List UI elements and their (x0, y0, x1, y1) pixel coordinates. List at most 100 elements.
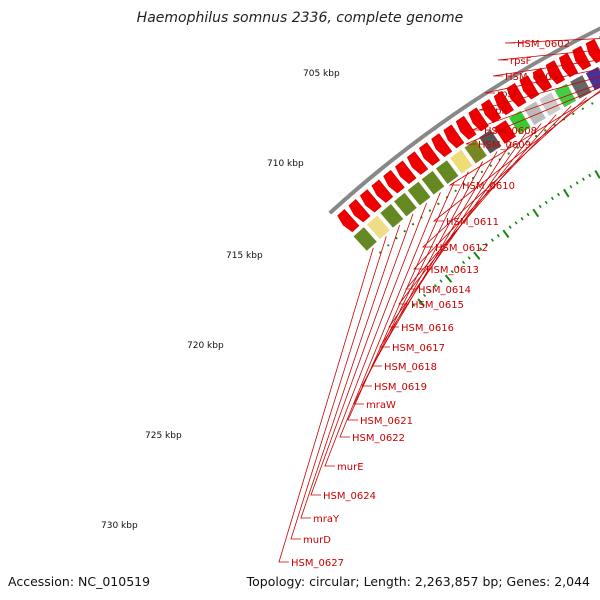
cds-arrow (455, 115, 477, 140)
scale-minor-tick (575, 181, 579, 185)
feature-dot (463, 183, 466, 186)
leader-line (405, 114, 557, 290)
gene-label: HSM_0602 (517, 39, 570, 50)
feature-dot (544, 129, 547, 132)
leader-line (504, 38, 600, 44)
gene-feature-block (379, 203, 405, 229)
scale-minor-tick (569, 185, 573, 189)
gene-label: HSM_0608 (484, 126, 537, 137)
scale-minor-tick (411, 303, 416, 307)
gene-label: HSM_0621 (360, 416, 413, 427)
gene-feature-block (352, 226, 378, 252)
scale-minor-tick (428, 288, 432, 293)
feature-dot (507, 152, 510, 155)
gene-label: mraY (313, 514, 340, 525)
gene-label: HSM_0618 (384, 362, 437, 373)
cds-arrow (468, 107, 489, 132)
cds-arrow (406, 151, 429, 175)
gene-feature-block (523, 100, 547, 126)
cds-arrow (431, 133, 453, 158)
gene-label: HSM_0611 (446, 217, 499, 228)
cds-forward-layer (337, 36, 600, 233)
feature-dot (387, 244, 390, 247)
gene-label: murD (303, 535, 331, 546)
backbone-layer (328, 26, 600, 215)
feature-dot (516, 146, 519, 149)
gene-feature-block (538, 91, 562, 117)
gene-label: HSM_0613 (426, 265, 479, 276)
gene-label: rplI (491, 106, 507, 117)
map-title: Haemophilus somnus 2336, complete genome (137, 10, 464, 26)
gene-feature-block (393, 191, 418, 218)
feature-dot (403, 230, 406, 233)
leader-line (471, 83, 600, 131)
scale-minor-tick (479, 247, 483, 251)
leader-line (497, 49, 600, 61)
gene-label: rpsF (510, 56, 532, 67)
leader-line (484, 68, 600, 94)
gene-label: HSM_0610 (462, 181, 515, 192)
gene-label: HSM_0627 (291, 558, 344, 569)
scale-label: 705 kbp (303, 69, 340, 79)
scale-minor-tick (526, 212, 530, 217)
leader-line (347, 181, 455, 421)
scale-minor-tick (550, 196, 554, 201)
leader-line (361, 161, 484, 387)
scale-minor-tick (422, 293, 427, 298)
gene-label: HSM_0622 (352, 433, 405, 444)
scale-minor-tick (520, 217, 524, 221)
backbone-ring (328, 26, 600, 215)
scale-minor-tick (450, 269, 454, 274)
cds-arrow (558, 52, 579, 78)
gene-feature-block (420, 170, 446, 196)
scale-minor-tick (433, 284, 438, 288)
gene-label: HSM_0609 (478, 140, 531, 151)
gene-label: HSM_0617 (392, 343, 445, 354)
scale-minor-tick (538, 204, 542, 209)
gene-feature-block (449, 149, 474, 175)
scale-major-tick (473, 251, 481, 260)
cds-arrow (418, 142, 441, 166)
leader-line (478, 76, 600, 111)
cds-arrow (506, 82, 527, 108)
gene-label: HSM_0614 (418, 285, 471, 296)
feature-dot (454, 189, 457, 192)
gene-label: rpsR (497, 89, 520, 100)
scale-minor-tick (581, 177, 585, 181)
gene-feature-block (435, 159, 460, 185)
gene-label: HSM_0616 (401, 323, 454, 334)
cds-arrow (337, 208, 360, 233)
leader-line (290, 236, 387, 540)
gene-feature-block (508, 109, 532, 136)
leader-line (310, 213, 414, 496)
scale-major-tick (502, 229, 510, 239)
scale-minor-tick (485, 242, 489, 247)
feature-dot (428, 209, 431, 212)
scale-major-tick (444, 274, 453, 283)
cds-arrow (383, 169, 405, 194)
scale-major-tick (563, 188, 570, 198)
feature-dot (395, 237, 398, 240)
feature-dot (480, 170, 483, 173)
gene-label: HSM_0605 (505, 72, 558, 83)
accession-text: Accession: NC_010519 (8, 574, 150, 589)
leader-line (278, 247, 374, 563)
leader-line (421, 97, 587, 248)
leader-line (465, 87, 600, 145)
leader-line (388, 132, 527, 328)
leader-line (300, 224, 400, 519)
leader-line (432, 90, 600, 222)
gene-feature-block (553, 82, 577, 109)
gene-feature-block (478, 128, 503, 155)
scale-label: 720 kbp (187, 341, 224, 351)
gene-feature-block (366, 214, 391, 240)
cds-arrow (443, 124, 465, 149)
scale-minor-tick (456, 265, 460, 269)
leader-line (379, 141, 512, 348)
feature-dot (581, 107, 584, 110)
scale-label: 710 kbp (267, 159, 304, 169)
scale-minor-tick (496, 234, 500, 238)
cds-arrow (480, 99, 502, 124)
scale-major-tick (417, 298, 425, 307)
